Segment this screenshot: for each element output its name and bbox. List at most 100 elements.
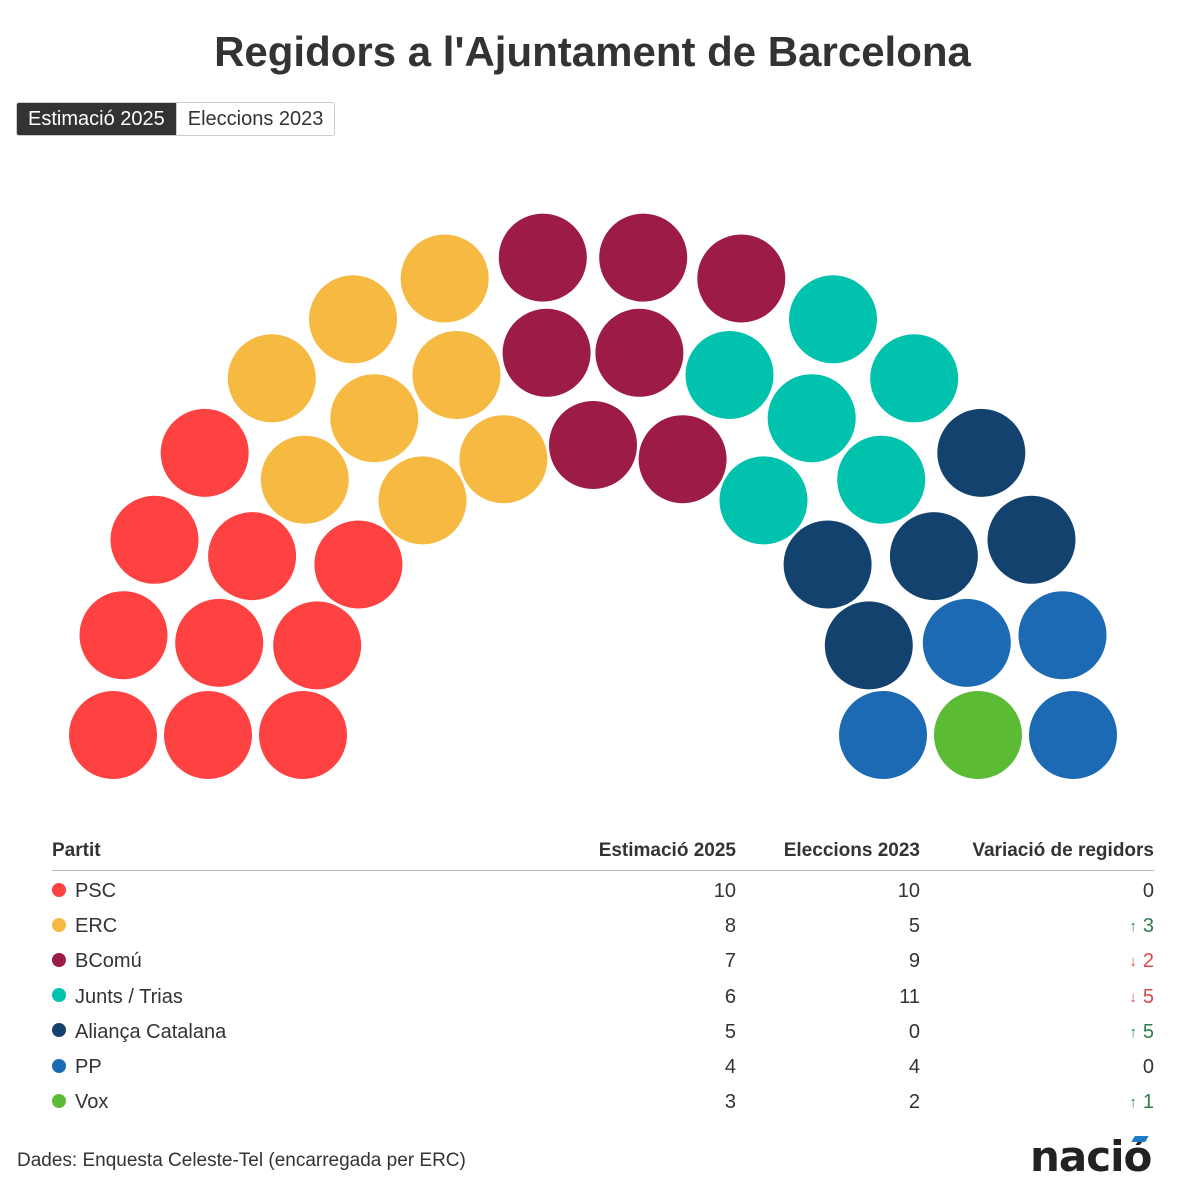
variation-value: 2 xyxy=(1142,950,1154,973)
table-row-alian-a-catalana: Aliança Catalana 5 0 ↑ 5 xyxy=(52,1015,1154,1050)
seat-erc-8 xyxy=(459,415,548,504)
seat-alian-a-catalana-5 xyxy=(824,601,913,690)
cell-estimate-2025: 3 xyxy=(724,1091,736,1114)
variation-value: 5 xyxy=(1142,1020,1154,1043)
cell-estimate-2025: 8 xyxy=(724,915,736,938)
cell-party: Aliança Catalana xyxy=(52,1015,542,1050)
party-name: Aliança Catalana xyxy=(75,1020,227,1043)
seat-psc-1 xyxy=(69,691,157,779)
hemicycle-chart xyxy=(69,213,1117,779)
header-estimate-2025: Estimació 2025 xyxy=(598,840,736,861)
seat-bcom--4 xyxy=(599,213,688,302)
party-name: PSC xyxy=(75,880,117,902)
seat-erc-5 xyxy=(309,275,397,364)
seat-psc-7 xyxy=(110,495,199,584)
party-name: Vox xyxy=(75,1091,109,1114)
cell-estimate-2025: 6 xyxy=(724,985,736,1008)
seat-junts-trias-6 xyxy=(837,435,926,524)
cell-elections-2023: 2 xyxy=(908,1091,920,1114)
cell-estimate-2025: 7 xyxy=(724,950,736,973)
seat-junts-trias-5 xyxy=(870,334,959,423)
table-row-pp: PP 4 4 0 xyxy=(52,1050,1154,1085)
seat-erc-3 xyxy=(378,456,467,545)
legend-dot xyxy=(52,1058,66,1073)
cell-elections-2023: 0 xyxy=(908,1020,920,1043)
tab-eleccions-2023[interactable]: Eleccions 2023 xyxy=(175,103,335,135)
seat-vox-1 xyxy=(934,691,1022,779)
cell-variation: ↓ 5 xyxy=(920,980,1154,1015)
variation-value: 3 xyxy=(1142,915,1154,938)
seat-junts-trias-2 xyxy=(789,275,877,364)
cell-estimate-2025: 4 xyxy=(724,1055,736,1078)
seat-alian-a-catalana-1 xyxy=(783,520,872,609)
source-note: Dades: Enquesta Celeste-Tel (encarregada… xyxy=(17,1150,466,1171)
seat-erc-2 xyxy=(227,334,316,423)
seat-psc-3 xyxy=(259,691,347,779)
seat-bcom--3 xyxy=(549,401,637,489)
legend-dot xyxy=(52,1093,66,1108)
seat-erc-4 xyxy=(330,374,419,463)
cell-party: BComú xyxy=(52,944,542,979)
seat-erc-6 xyxy=(412,331,501,419)
header-variation: Variació de regidors xyxy=(972,840,1154,861)
table-row-psc: PSC 10 10 0 xyxy=(52,874,1154,909)
party-name: ERC xyxy=(75,915,118,938)
arrow-up-icon: ↑ xyxy=(1129,918,1137,936)
table-row-junts-trias: Junts / Trias 6 11 ↓ 5 xyxy=(52,980,1154,1015)
table-row-erc: ERC 8 5 ↑ 3 xyxy=(52,909,1154,944)
cell-variation: 0 xyxy=(1142,880,1154,902)
arrow-down-icon: ↓ xyxy=(1129,988,1137,1006)
arrow-down-icon: ↓ xyxy=(1129,953,1137,971)
cell-variation: ↑ 1 xyxy=(920,1085,1154,1120)
cell-party: ERC xyxy=(52,909,542,944)
seat-alian-a-catalana-4 xyxy=(987,495,1076,584)
legend-dot xyxy=(52,882,66,897)
seat-junts-trias-3 xyxy=(767,374,856,463)
seat-alian-a-catalana-3 xyxy=(889,512,978,601)
header-party: Partit xyxy=(52,840,101,861)
cell-party: PP xyxy=(52,1050,542,1085)
legend-dot xyxy=(52,988,66,1003)
seat-pp-4 xyxy=(839,691,927,779)
arrow-up-icon: ↑ xyxy=(1129,1023,1137,1041)
chart-title: Regidors a l'Ajuntament de Barcelona xyxy=(214,28,971,75)
results-table: Partit Estimació 2025 Eleccions 2023 Var… xyxy=(52,836,1154,1120)
seat-psc-5 xyxy=(175,598,264,687)
seat-junts-trias-4 xyxy=(719,456,808,545)
seat-psc-9 xyxy=(160,408,249,497)
seat-bcom--7 xyxy=(697,234,786,323)
table-row-bcom-: BComú 7 9 ↓ 2 xyxy=(52,944,1154,979)
legend-dot xyxy=(52,953,66,968)
nacio-logo: nació xyxy=(1030,1132,1152,1181)
table-row-vox: Vox 3 2 ↑ 1 xyxy=(52,1085,1154,1120)
seat-pp-1 xyxy=(922,598,1011,687)
seat-junts-trias-1 xyxy=(685,331,774,419)
seat-erc-1 xyxy=(260,435,349,524)
seat-bcom--1 xyxy=(502,308,591,397)
view-tabs: Estimació 2025 Eleccions 2023 xyxy=(16,102,336,136)
party-name: Junts / Trias xyxy=(75,985,183,1008)
seat-pp-2 xyxy=(1018,591,1107,680)
table-body: PSC 10 10 0 ERC 8 5 ↑ 3 BComú 7 9 ↓ 2 Junts / Trias 6 11… xyxy=(52,874,1154,1120)
cell-estimate-2025: 10 xyxy=(713,880,736,902)
cell-variation: ↓ 2 xyxy=(920,944,1154,979)
header-elections-2023: Eleccions 2023 xyxy=(783,840,920,861)
seat-bcom--6 xyxy=(638,415,727,504)
tab-estimacio-2025[interactable]: Estimació 2025 xyxy=(17,103,176,135)
seat-pp-3 xyxy=(1029,691,1117,779)
cell-elections-2023: 11 xyxy=(899,985,920,1008)
arrow-up-icon: ↑ xyxy=(1129,1094,1137,1112)
variation-value: 5 xyxy=(1142,985,1154,1008)
seat-psc-6 xyxy=(273,601,362,690)
cell-party: Vox xyxy=(52,1085,542,1120)
variation-value: 1 xyxy=(1142,1091,1154,1114)
seat-psc-10 xyxy=(314,520,403,609)
party-name: PP xyxy=(75,1055,102,1078)
seat-bcom--5 xyxy=(595,308,684,397)
cell-estimate-2025: 5 xyxy=(724,1020,736,1043)
seat-psc-4 xyxy=(79,591,168,680)
cell-party: PSC xyxy=(52,874,542,909)
cell-party: Junts / Trias xyxy=(52,980,542,1015)
legend-dot xyxy=(52,1023,66,1038)
legend-dot xyxy=(52,917,66,932)
